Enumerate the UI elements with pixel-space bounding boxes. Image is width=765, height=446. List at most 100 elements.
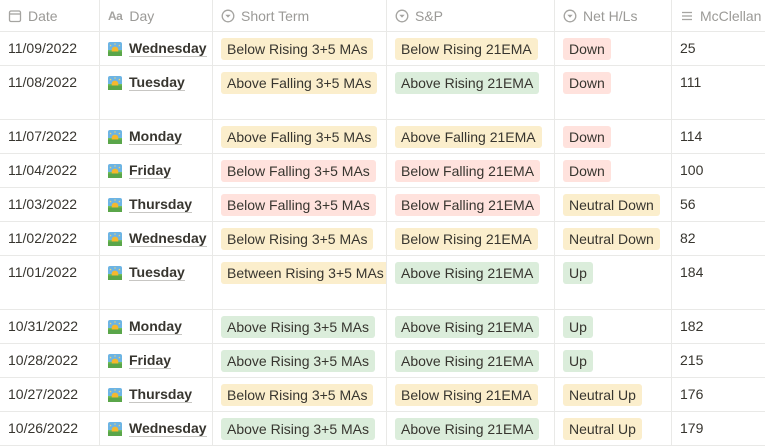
date-cell[interactable]: 10/27/2022	[0, 378, 100, 411]
day-cell[interactable]: Thursday	[100, 378, 213, 411]
short-term-cell[interactable]: Below Rising 3+5 MAs	[213, 32, 387, 65]
sp-cell[interactable]: Above Rising 21EMA	[387, 310, 555, 343]
short-term-cell[interactable]: Above Rising 3+5 MAs	[213, 344, 387, 377]
day-cell[interactable]: Monday	[100, 120, 213, 153]
day-name: Friday	[129, 352, 172, 369]
date-cell[interactable]: 11/03/2022	[0, 188, 100, 221]
mcclellan-cell[interactable]: 184	[672, 256, 765, 309]
table-row[interactable]: 11/04/2022 Friday Below Falling 3+5 MAs …	[0, 154, 765, 188]
mcclellan-cell[interactable]: 215	[672, 344, 765, 377]
day-cell[interactable]: Tuesday	[100, 66, 213, 119]
table-row[interactable]: 11/08/2022 Tuesday Above Falling 3+5 MAs…	[0, 66, 765, 120]
date-value: 11/01/2022	[8, 264, 78, 280]
mcclellan-cell[interactable]: 111	[672, 66, 765, 119]
sunrise-emoji-icon	[108, 319, 122, 334]
net-hls-cell[interactable]: Neutral Down	[555, 188, 672, 221]
mcclellan-cell[interactable]: 56	[672, 188, 765, 221]
sp-cell[interactable]: Above Rising 21EMA	[387, 256, 555, 309]
sp-cell[interactable]: Below Rising 21EMA	[387, 32, 555, 65]
day-cell[interactable]: Friday	[100, 154, 213, 187]
net-hls-cell[interactable]: Down	[555, 66, 672, 119]
mcclellan-cell[interactable]: 182	[672, 310, 765, 343]
day-name: Tuesday	[129, 264, 185, 281]
short-term-cell[interactable]: Above Rising 3+5 MAs	[213, 412, 387, 445]
table-row[interactable]: 11/03/2022 Thursday Below Falling 3+5 MA…	[0, 188, 765, 222]
sp-tag: Above Rising 21EMA	[395, 418, 540, 440]
net-hls-cell[interactable]: Neutral Up	[555, 378, 672, 411]
short-term-tag: Above Falling 3+5 MAs	[221, 72, 378, 94]
sp-cell[interactable]: Above Falling 21EMA	[387, 120, 555, 153]
sp-cell[interactable]: Below Falling 21EMA	[387, 188, 555, 221]
net-hls-tag: Neutral Up	[563, 384, 642, 406]
short-term-tag: Between Rising 3+5 MAs	[221, 262, 386, 284]
short-term-cell[interactable]: Below Falling 3+5 MAs	[213, 154, 387, 187]
day-name: Wednesday	[129, 420, 207, 437]
date-cell[interactable]: 10/31/2022	[0, 310, 100, 343]
date-cell[interactable]: 10/26/2022	[0, 412, 100, 445]
table-row[interactable]: 10/31/2022 Monday Above Rising 3+5 MAs A…	[0, 310, 765, 344]
sp-cell[interactable]: Above Rising 21EMA	[387, 344, 555, 377]
date-cell[interactable]: 11/07/2022	[0, 120, 100, 153]
day-cell[interactable]: Wednesday	[100, 412, 213, 445]
day-cell[interactable]: Wednesday	[100, 32, 213, 65]
column-header-net-hls[interactable]: Net H/Ls	[555, 0, 672, 31]
short-term-cell[interactable]: Below Rising 3+5 MAs	[213, 222, 387, 255]
sp-cell[interactable]: Above Rising 21EMA	[387, 412, 555, 445]
day-cell[interactable]: Tuesday	[100, 256, 213, 309]
sp-tag: Above Rising 21EMA	[395, 350, 540, 372]
mcclellan-value: 184	[680, 264, 704, 280]
table-row[interactable]: 10/26/2022 Wednesday Above Rising 3+5 MA…	[0, 412, 765, 446]
mcclellan-cell[interactable]: 82	[672, 222, 765, 255]
day-cell[interactable]: Wednesday	[100, 222, 213, 255]
date-cell[interactable]: 11/01/2022	[0, 256, 100, 309]
net-hls-cell[interactable]: Up	[555, 344, 672, 377]
net-hls-cell[interactable]: Up	[555, 310, 672, 343]
date-cell[interactable]: 11/02/2022	[0, 222, 100, 255]
mcclellan-cell[interactable]: 179	[672, 412, 765, 445]
date-value: 10/27/2022	[8, 386, 79, 402]
sp-cell[interactable]: Below Rising 21EMA	[387, 222, 555, 255]
date-cell[interactable]: 10/28/2022	[0, 344, 100, 377]
short-term-cell[interactable]: Below Falling 3+5 MAs	[213, 188, 387, 221]
net-hls-cell[interactable]: Neutral Down	[555, 222, 672, 255]
date-cell[interactable]: 11/04/2022	[0, 154, 100, 187]
sp-tag: Below Rising 21EMA	[395, 228, 538, 250]
column-header-mcclellan[interactable]: McClellan	[672, 0, 765, 31]
date-cell[interactable]: 11/08/2022	[0, 66, 100, 119]
short-term-cell[interactable]: Below Rising 3+5 MAs	[213, 378, 387, 411]
table-row[interactable]: 11/07/2022 Monday Above Falling 3+5 MAs …	[0, 120, 765, 154]
sp-cell[interactable]: Below Rising 21EMA	[387, 378, 555, 411]
mcclellan-cell[interactable]: 100	[672, 154, 765, 187]
sunrise-emoji-icon	[108, 41, 122, 56]
net-hls-cell[interactable]: Down	[555, 120, 672, 153]
day-name: Monday	[129, 318, 182, 335]
sp-cell[interactable]: Above Rising 21EMA	[387, 66, 555, 119]
date-cell[interactable]: 11/09/2022	[0, 32, 100, 65]
short-term-tag: Below Rising 3+5 MAs	[221, 228, 374, 250]
table-row[interactable]: 11/02/2022 Wednesday Below Rising 3+5 MA…	[0, 222, 765, 256]
mcclellan-cell[interactable]: 176	[672, 378, 765, 411]
day-cell[interactable]: Thursday	[100, 188, 213, 221]
column-header-day-label: Day	[129, 7, 155, 24]
net-hls-cell[interactable]: Up	[555, 256, 672, 309]
column-header-sp[interactable]: S&P	[387, 0, 555, 31]
short-term-cell[interactable]: Between Rising 3+5 MAs	[213, 256, 387, 309]
net-hls-cell[interactable]: Down	[555, 32, 672, 65]
column-header-date[interactable]: Date	[0, 0, 100, 31]
net-hls-cell[interactable]: Neutral Up	[555, 412, 672, 445]
mcclellan-cell[interactable]: 25	[672, 32, 765, 65]
table-row[interactable]: 11/09/2022 Wednesday Below Rising 3+5 MA…	[0, 32, 765, 66]
net-hls-cell[interactable]: Down	[555, 154, 672, 187]
table-row[interactable]: 11/01/2022 Tuesday Between Rising 3+5 MA…	[0, 256, 765, 310]
sp-cell[interactable]: Below Falling 21EMA	[387, 154, 555, 187]
short-term-cell[interactable]: Above Rising 3+5 MAs	[213, 310, 387, 343]
day-cell[interactable]: Monday	[100, 310, 213, 343]
mcclellan-cell[interactable]: 114	[672, 120, 765, 153]
short-term-cell[interactable]: Above Falling 3+5 MAs	[213, 120, 387, 153]
column-header-short-term[interactable]: Short Term	[213, 0, 387, 31]
short-term-cell[interactable]: Above Falling 3+5 MAs	[213, 66, 387, 119]
day-cell[interactable]: Friday	[100, 344, 213, 377]
table-row[interactable]: 10/28/2022 Friday Above Rising 3+5 MAs A…	[0, 344, 765, 378]
table-row[interactable]: 10/27/2022 Thursday Below Rising 3+5 MAs…	[0, 378, 765, 412]
column-header-day[interactable]: Aa Day	[100, 0, 213, 31]
